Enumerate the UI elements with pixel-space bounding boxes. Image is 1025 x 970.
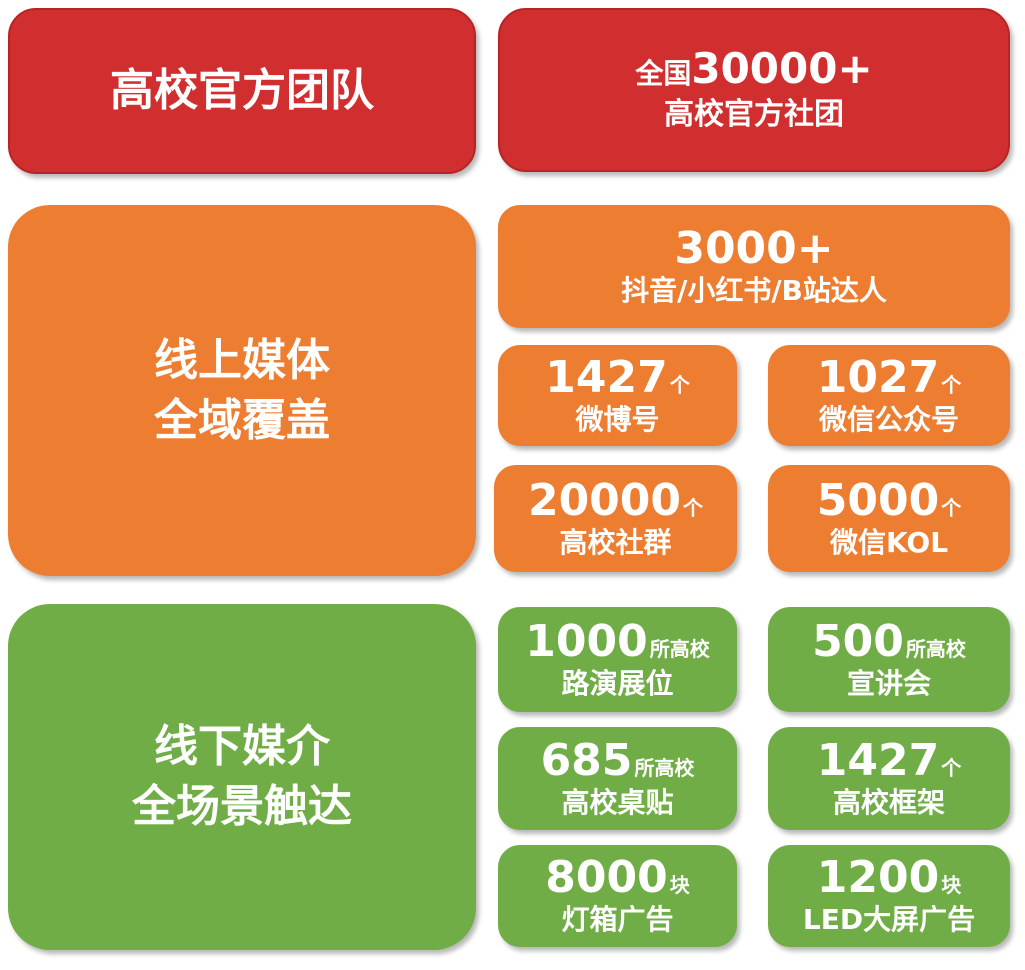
card-number-line: 1200 块 xyxy=(817,854,961,902)
card-number-line: 1027 个 xyxy=(816,351,962,403)
card-number-line: 1000 所高校 xyxy=(525,615,710,667)
online-title-line1: 线上媒体 xyxy=(154,334,330,386)
card-unit: 所高校 xyxy=(649,636,710,661)
team-stat-number: 30000+ xyxy=(691,43,873,93)
team-stat-label: 高校官方社团 xyxy=(664,96,844,132)
online-card: 20000 个高校社群 xyxy=(494,465,737,572)
card-label: 高校桌贴 xyxy=(561,785,674,819)
card-number: 685 xyxy=(540,734,633,786)
offline-title-box: 线下媒介 全场景触达 xyxy=(8,604,476,950)
card-number: 1427 xyxy=(545,351,668,403)
card-number-line: 500 所高校 xyxy=(812,615,966,667)
card-unit: 个 xyxy=(941,495,962,520)
card-number-line: 685 所高校 xyxy=(540,734,695,786)
online-card: 1427 个微博号 xyxy=(498,345,737,446)
online-card: 1027 个微信公众号 xyxy=(768,345,1010,446)
card-number: 1027 xyxy=(816,351,940,403)
card-number-line: 20000 个 xyxy=(527,474,704,526)
offline-card: 685 所高校 高校桌贴 xyxy=(498,727,737,830)
offline-title-line1: 线下媒介 xyxy=(154,721,330,772)
card-unit: 块 xyxy=(669,873,690,897)
card-number-line: 5000 个 xyxy=(816,474,962,526)
card-number-line: 8000 块 xyxy=(545,854,689,902)
online-top-card: 3000+ 抖音/小红书/B站达人 xyxy=(498,205,1010,328)
card-label: LED大屏广告 xyxy=(802,903,976,936)
card-unit: 所高校 xyxy=(634,755,695,780)
offline-card: 1000 所高校 路演展位 xyxy=(498,607,737,712)
card-label: 高校框架 xyxy=(832,785,945,819)
team-stat-box: 全国30000+ 高校官方社团 xyxy=(498,8,1010,172)
card-label: 微信公众号 xyxy=(818,402,959,436)
card-label: 微博号 xyxy=(575,402,660,436)
online-title-box: 线上媒体 全域覆盖 xyxy=(8,205,476,576)
card-label: 微信KOL xyxy=(829,525,949,559)
card-unit: 个 xyxy=(941,372,962,397)
card-unit: 块 xyxy=(941,873,962,897)
card-label: 路演展位 xyxy=(561,666,674,700)
team-stat-line: 全国30000+ xyxy=(635,44,872,93)
card-number: 1000 xyxy=(525,615,648,667)
card-unit: 所高校 xyxy=(905,636,966,661)
online-card: 5000 个微信KOL xyxy=(768,465,1010,572)
card-number-line: 1427 个 xyxy=(816,734,962,786)
online-title-line2: 全域覆盖 xyxy=(154,394,330,446)
offline-card: 1200 块 LED大屏广告 xyxy=(768,845,1010,947)
card-number: 20000 xyxy=(527,474,682,526)
card-number: 500 xyxy=(812,615,904,667)
card-number-line: 1427 个 xyxy=(545,351,690,403)
card-label: 宣讲会 xyxy=(846,666,931,700)
card-number: 1427 xyxy=(816,734,940,786)
card-number: 3000+ xyxy=(674,222,834,274)
card-label: 灯箱广告 xyxy=(561,903,674,936)
offline-card: 500 所高校 宣讲会 xyxy=(768,607,1010,712)
card-unit: 个 xyxy=(941,755,962,780)
card-unit: 个 xyxy=(669,372,690,397)
card-number: 5000 xyxy=(816,474,940,526)
offline-card: 8000 块灯箱广告 xyxy=(498,845,737,947)
team-title: 高校官方团队 xyxy=(110,65,374,116)
offline-card: 1427 个高校框架 xyxy=(768,727,1010,830)
offline-title-line2: 全场景触达 xyxy=(132,781,352,832)
card-number: 1200 xyxy=(816,852,940,903)
team-stat-prefix: 全国 xyxy=(635,56,692,90)
card-label: 抖音/小红书/B站达人 xyxy=(621,273,887,307)
card-unit: 个 xyxy=(683,495,704,520)
team-title-box: 高校官方团队 xyxy=(8,8,476,174)
card-number: 8000 xyxy=(545,852,668,903)
card-label: 高校社群 xyxy=(559,525,672,559)
